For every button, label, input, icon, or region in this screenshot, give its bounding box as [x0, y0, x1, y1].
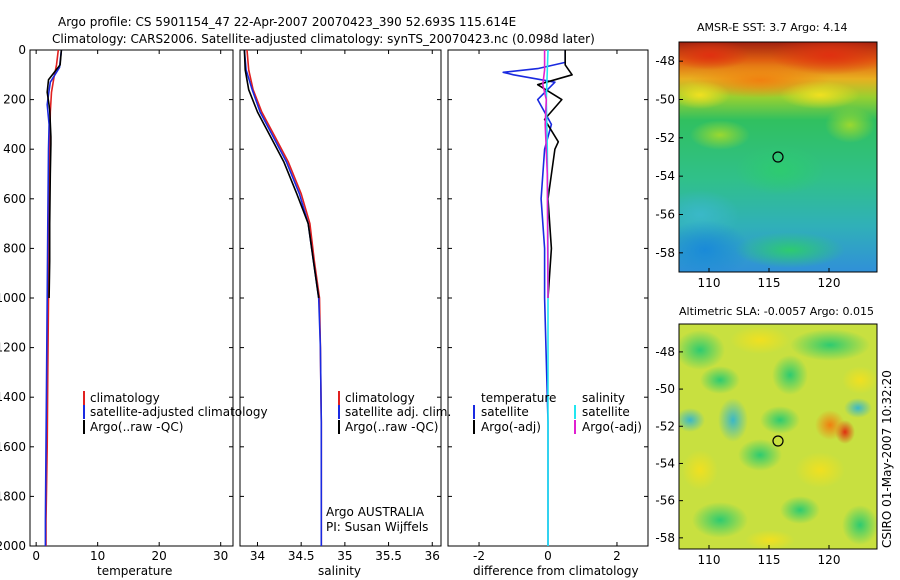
series-line-temp-argo	[536, 50, 573, 299]
temperature-panel: 0200400600800100012001400160018002000 01…	[0, 43, 648, 578]
map-y-tick-label: -52	[655, 131, 675, 145]
x-tick-label: 35	[337, 549, 352, 563]
sst-heatmap	[679, 42, 877, 272]
x-tick-label: -2	[473, 549, 485, 563]
sst-argo-location-marker	[772, 151, 784, 163]
x-tick-label: 30	[213, 549, 228, 563]
depth-tick-label: 800	[3, 241, 26, 255]
map-x-tick-label: 110	[698, 276, 721, 290]
x-tick-label: 2	[613, 549, 621, 563]
map-y-tick-label: -58	[655, 531, 675, 545]
map-y-tick-label: -56	[655, 208, 675, 222]
map-y-tick-label: -48	[655, 345, 675, 359]
sla-map-ticks: 110 115 120 -48 -50 -52 -54 -56 -58	[655, 345, 840, 567]
salinity-axes	[239, 49, 442, 547]
series-line-climatology	[246, 49, 323, 546]
map-x-tick-label: 120	[818, 276, 841, 290]
legend-label-sal-satellite: satellite	[582, 405, 630, 419]
x-tick-label: 36	[425, 549, 440, 563]
sst-map-title: AMSR-E SST: 3.7 Argo: 4.14	[697, 21, 848, 34]
series-line-satellite	[243, 49, 323, 546]
x-tick-label: 35.5	[375, 549, 402, 563]
sla-map-title: Altimetric SLA: -0.0057 Argo: 0.015	[679, 305, 874, 318]
map-y-tick-label: -50	[655, 93, 675, 107]
depth-tick-label: 0	[18, 43, 26, 57]
legend-label-satellite: satellite adj. clim.	[345, 405, 451, 419]
sst-map-panel: AMSR-E SST: 3.7 Argo: 4.14 110 115 120 -48 -…	[655, 21, 878, 290]
salinity-xlabel: salinity	[318, 564, 361, 578]
argo-program-label: Argo AUSTRALIA	[326, 505, 425, 519]
x-tick-label: 34	[250, 549, 265, 563]
legend-label-argo: Argo(..raw -QC)	[345, 420, 438, 434]
map-y-tick-label: -56	[655, 494, 675, 508]
map-x-tick-label: 115	[758, 276, 781, 290]
map-y-tick-label: -52	[655, 419, 675, 433]
sla-heatmap	[679, 324, 877, 549]
series-line-argo	[243, 49, 320, 299]
figure-title-line2: Climatology: CARS2006. Satellite-adjuste…	[52, 32, 595, 46]
legend-label-sal-argo: Argo(-adj)	[582, 420, 642, 434]
map-y-tick-label: -54	[655, 456, 675, 470]
temperature-legend: climatology satellite-adjusted climatolo…	[83, 391, 268, 434]
difference-panel: -2 0 2 difference from climatology tempera…	[447, 49, 649, 578]
difference-xlabel: difference from climatology	[473, 564, 639, 578]
map-y-tick-label: -54	[655, 169, 675, 183]
series-line-temp-satellite	[502, 50, 567, 546]
x-tick-label: 0	[32, 549, 40, 563]
sst-map-ticks: 110 115 120 -48 -50 -52 -54 -56 -58	[655, 54, 840, 290]
depth-tick-label: 200	[3, 93, 26, 107]
sst-map-axes	[678, 41, 878, 273]
salinity-panel: 34 34.5 35 35.5 36 salinity climatology sate…	[239, 49, 451, 578]
map-y-tick-label: -58	[655, 246, 675, 260]
depth-tick-label: 600	[3, 192, 26, 206]
difference-series	[502, 49, 573, 546]
salinity-series	[243, 49, 323, 546]
depth-tick-label: 1000	[0, 291, 26, 305]
legend-label-climatology: climatology	[90, 391, 160, 405]
map-x-tick-label: 120	[818, 553, 841, 567]
legend-label-satellite: satellite-adjusted climatology	[90, 405, 268, 419]
depth-tick-label: 1200	[0, 341, 26, 355]
difference-legend: temperature satellite Argo(-adj) salinit…	[473, 391, 642, 434]
depth-tick-label: 1400	[0, 390, 26, 404]
legend-heading-temperature: temperature	[481, 391, 556, 405]
sla-map-panel: Altimetric SLA: -0.0057 Argo: 0.015	[655, 305, 878, 567]
legend-label-argo: Argo(..raw -QC)	[90, 420, 183, 434]
depth-axis: 0 200 400 600 800 1000 1200 1400 1600 1800 2000	[0, 43, 648, 553]
sla-argo-location-marker	[772, 435, 784, 447]
csiro-timestamp: CSIRO 01-May-2007 10:32:20	[880, 370, 894, 548]
salinity-legend: climatology satellite adj. clim. Argo(..…	[338, 391, 451, 434]
x-tick-label: 0	[544, 549, 552, 563]
map-y-tick-label: -50	[655, 382, 675, 396]
depth-tick-label: 400	[3, 142, 26, 156]
salinity-x-axis: 34 34.5 35 35.5 36	[250, 50, 440, 563]
map-x-tick-label: 110	[698, 553, 721, 567]
pi-label: PI: Susan Wijffels	[326, 520, 428, 534]
legend-label-temp-argo: Argo(-adj)	[481, 420, 541, 434]
temperature-xlabel: temperature	[97, 564, 172, 578]
map-x-tick-label: 115	[758, 553, 781, 567]
depth-tick-label: 2000	[0, 539, 26, 553]
figure-title-line1: Argo profile: CS 5901154_47 22-Apr-2007 …	[58, 15, 516, 29]
x-tick-label: 34.5	[288, 549, 315, 563]
sla-map-axes	[678, 323, 878, 550]
temperature-axes	[29, 49, 234, 547]
series-line-satellite	[44, 49, 63, 546]
legend-label-climatology: climatology	[345, 391, 415, 405]
temperature-series	[44, 49, 63, 546]
x-tick-label: 10	[90, 549, 105, 563]
temperature-x-axis: 0 10 20 30	[32, 50, 228, 563]
legend-label-temp-satellite: satellite	[481, 405, 529, 419]
legend-heading-salinity: salinity	[582, 391, 625, 405]
depth-tick-label: 1600	[0, 440, 26, 454]
series-line-argo	[46, 49, 63, 299]
x-tick-label: 20	[152, 549, 167, 563]
depth-tick-label: 1800	[0, 489, 26, 503]
map-y-tick-label: -48	[655, 54, 675, 68]
series-line-sal-argo	[541, 50, 549, 299]
